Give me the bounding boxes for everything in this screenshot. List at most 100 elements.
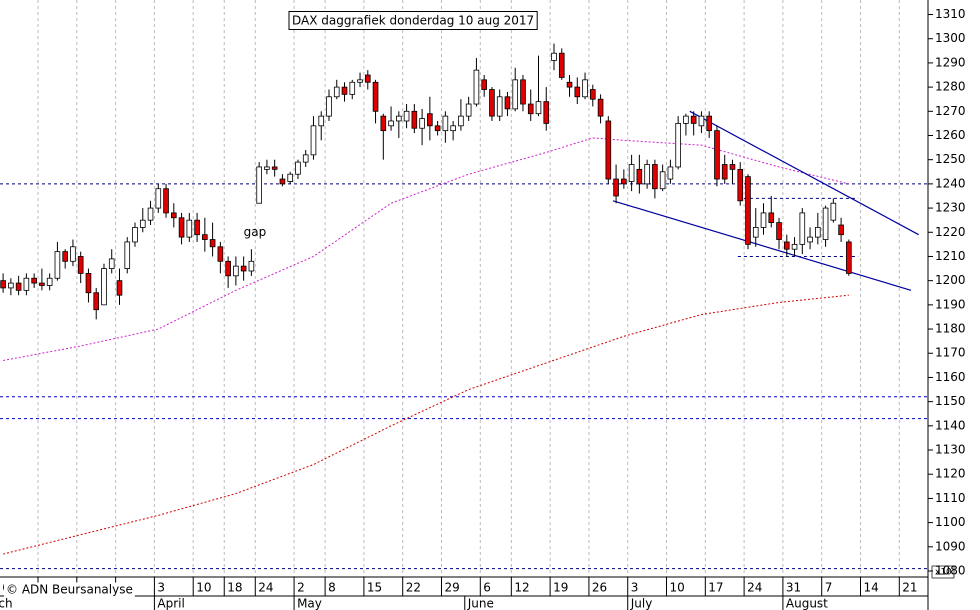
y-tick-label: 1200 [935, 273, 966, 287]
y-tick-label: 1080 [935, 564, 966, 578]
candle-body [124, 241, 131, 269]
y-tick-label: 1110 [935, 491, 966, 505]
x-tick-label: 29 [444, 581, 459, 595]
x-tick-label: 2 [297, 581, 305, 595]
candle-body [147, 207, 154, 221]
candle-body [85, 273, 92, 294]
y-tick-label: 1280 [935, 80, 966, 94]
candle-body [652, 164, 658, 190]
candle-body [543, 101, 550, 124]
candle-body [31, 277, 37, 284]
candle-body [838, 224, 844, 236]
candle-body [46, 277, 53, 286]
x-tick-label: 26 [592, 581, 607, 595]
candle-body [815, 227, 821, 238]
candle-body [202, 234, 208, 240]
candle-body [582, 79, 588, 98]
candle-body [132, 227, 138, 243]
candle-body [163, 188, 169, 214]
candle-body [434, 125, 441, 132]
candle-body [240, 265, 247, 272]
month-label: April [157, 597, 184, 610]
candle-body [186, 219, 193, 238]
candle-body [108, 258, 115, 269]
candle-body [783, 241, 790, 250]
candle-body [776, 222, 782, 240]
candle-body [0, 280, 6, 289]
y-tick-label: 1120 [935, 467, 966, 481]
candle-body [326, 96, 332, 117]
y-tick-label: 1300 [935, 31, 966, 45]
candle-body [372, 81, 379, 112]
candle-body [527, 103, 534, 115]
y-tick-label: 1210 [935, 249, 966, 263]
y-tick-label: 1290 [935, 55, 966, 69]
candle-body [830, 202, 837, 221]
candle-body [846, 241, 852, 274]
candle-body [698, 115, 705, 127]
y-tick-label: 1170 [935, 346, 966, 360]
candle-body [535, 101, 542, 115]
month-label: June [467, 597, 494, 610]
candle-body [8, 282, 14, 289]
candle-body [279, 178, 286, 185]
candle-body [574, 86, 581, 98]
candle-body [101, 268, 107, 306]
y-tick-label: 1180 [935, 322, 966, 336]
x-tick-label: 7 [825, 581, 833, 595]
candle-body [233, 265, 239, 277]
candle-body [295, 161, 301, 175]
x-tick-label: 6 [483, 581, 491, 595]
x-tick-label: 24 [747, 581, 762, 595]
x-tick-label: 10 [670, 581, 685, 595]
y-tick-label: 1100 [935, 515, 966, 529]
candle-body [403, 110, 410, 122]
candle-body [62, 251, 68, 262]
y-tick-label: 1090 [935, 539, 966, 553]
candle-body [93, 292, 100, 311]
candle-body [380, 115, 387, 132]
candle-body [752, 227, 759, 238]
y-tick-label: 1260 [935, 128, 966, 142]
title-box [288, 11, 538, 30]
x-tick-label: 8 [328, 581, 336, 595]
candle-body [364, 74, 371, 83]
candle-body [496, 96, 503, 117]
candle-body [558, 52, 565, 78]
candle-body [473, 69, 480, 105]
candle-body [318, 115, 325, 127]
candle-body [178, 217, 185, 238]
candle-body [481, 79, 487, 90]
candle-body [799, 212, 806, 245]
candle-body [706, 115, 712, 132]
y-tick-label: 1240 [935, 176, 966, 190]
candle-body [675, 122, 681, 168]
candle-body [450, 125, 456, 132]
y-tick-label: 1130 [935, 443, 966, 457]
candle-body [341, 86, 348, 95]
credit-bg [4, 582, 135, 597]
candle-body [512, 79, 519, 110]
month-label: July [630, 597, 653, 610]
candle-body [77, 256, 84, 274]
candle-body [489, 89, 495, 117]
candle-body [248, 260, 255, 272]
candle-body [349, 81, 356, 95]
candle-body [822, 207, 829, 240]
candle-body [551, 52, 557, 61]
candle-body [520, 79, 526, 105]
y-tick-label: 1250 [935, 152, 966, 166]
x-tick-label: 18 [227, 581, 242, 595]
annotation: gap [244, 225, 267, 239]
candle-body [271, 166, 278, 170]
candle-body [225, 260, 231, 277]
x-tick-label: 21 [902, 581, 917, 595]
trendline [689, 110, 919, 236]
moving-average [3, 137, 849, 361]
candle-body [791, 243, 798, 250]
month-label: May [297, 597, 322, 610]
y-tick-label: 1190 [935, 297, 966, 311]
candle-body [171, 212, 177, 219]
candle-body [15, 282, 22, 291]
candle-body [597, 98, 604, 117]
